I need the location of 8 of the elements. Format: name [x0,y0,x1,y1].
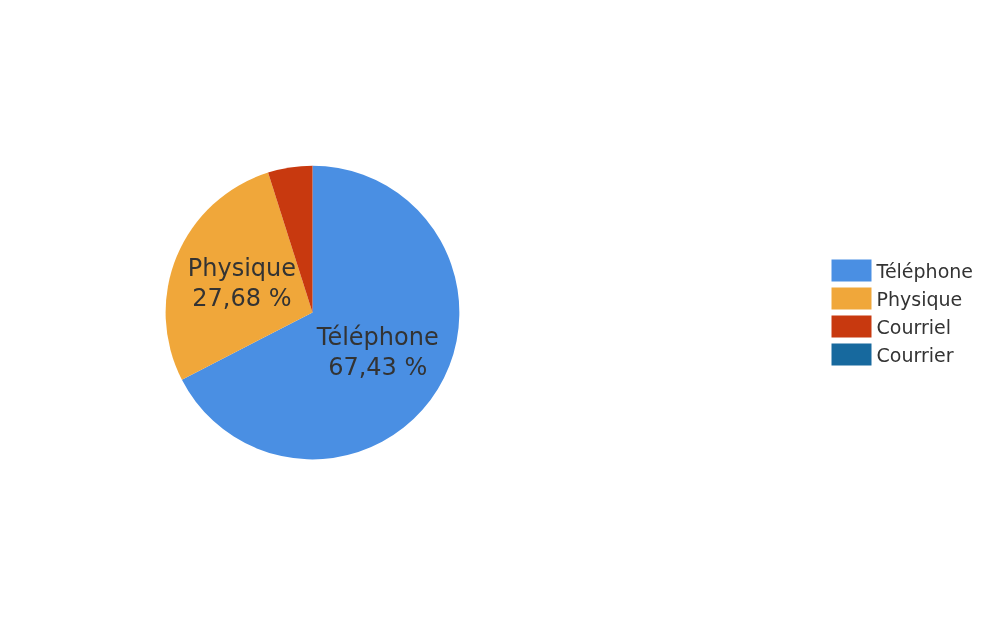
legend-label: Courriel [876,315,951,338]
legend-label: Physique [876,287,963,310]
legend-label: Téléphone [875,259,974,282]
legend-label: Courrier [876,343,954,366]
slice-label: Physique [187,254,297,283]
data-label: 67,43 % [328,353,428,382]
slice-label: Téléphone [315,323,439,352]
data-label: 27,68 % [192,284,292,313]
